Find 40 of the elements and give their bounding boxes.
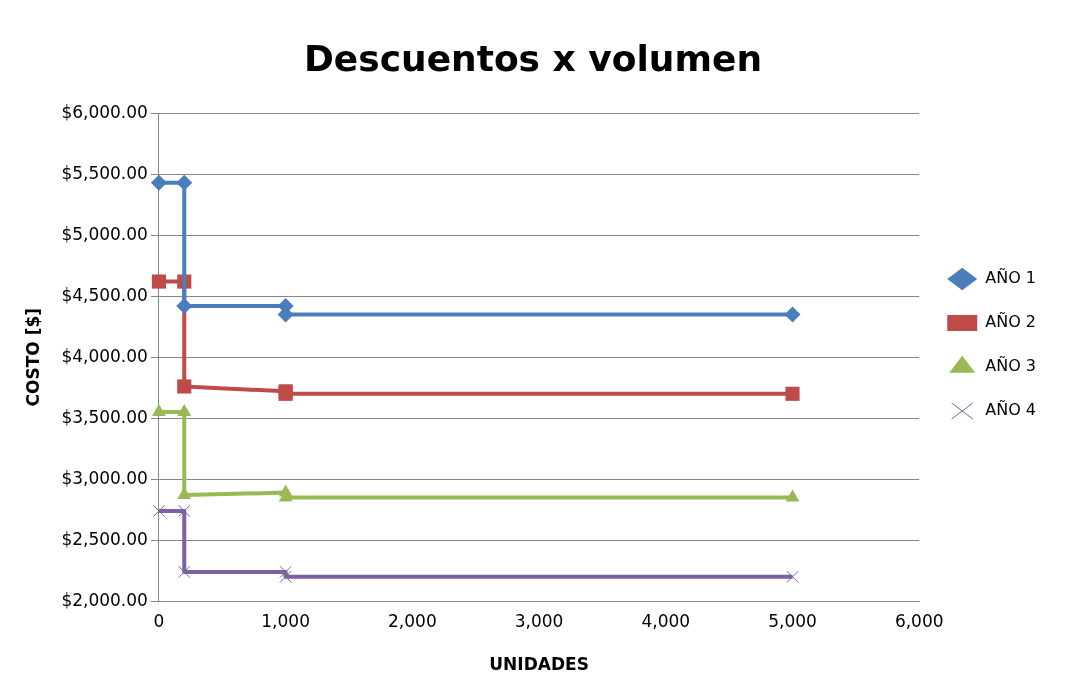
legend-label: AÑO 2 (985, 312, 1037, 332)
x-tick-label: 3,000 (514, 610, 564, 631)
point (151, 404, 166, 417)
y-tick-label: $2,000.00 (61, 589, 148, 610)
x-tick-label: 1,000 (261, 610, 310, 631)
y-tick-label: $2,500.00 (61, 528, 148, 549)
y-axis-title: COSTO [$] (22, 307, 43, 407)
point (176, 174, 193, 191)
point (152, 504, 166, 518)
point (279, 565, 292, 579)
y-tick-label: $3,000.00 (61, 467, 148, 488)
x-tick-label: 6,000 (894, 610, 944, 631)
legend-label: AÑO 4 (985, 400, 1037, 420)
y-tick-label: $5,500.00 (61, 162, 148, 183)
x-tick-label: 2,000 (388, 610, 437, 631)
legend-label: AÑO 1 (985, 268, 1037, 288)
point (279, 570, 292, 583)
point (177, 404, 192, 417)
point (177, 379, 192, 394)
point (176, 297, 193, 314)
y-tick-label: $3,500.00 (61, 406, 148, 427)
y-tick-label: $5,000.00 (61, 223, 148, 244)
point (178, 565, 191, 579)
x-tick-label: 5,000 (768, 610, 817, 631)
point (785, 386, 800, 401)
y-tick-label: $4,000.00 (61, 345, 148, 366)
point (177, 487, 192, 500)
point (786, 570, 799, 583)
x-tick-label: 4,000 (641, 610, 691, 631)
point (178, 504, 191, 518)
y-tick-label: $4,500.00 (61, 284, 148, 305)
chart-title: Descuentos x volumen (303, 37, 763, 79)
point (151, 274, 166, 289)
point (150, 174, 167, 191)
legend-label: AÑO 3 (985, 356, 1037, 376)
x-tick-label: 0 (153, 610, 165, 631)
point (784, 306, 801, 323)
point (785, 489, 800, 502)
y-tick-label: $6,000.00 (61, 101, 148, 122)
x-axis-title: UNIDADES (489, 654, 589, 675)
